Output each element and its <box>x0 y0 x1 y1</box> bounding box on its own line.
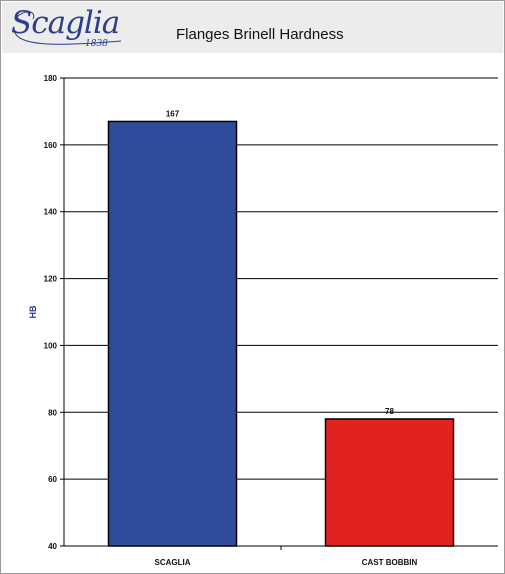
y-tick-label: 180 <box>44 74 58 83</box>
y-tick-label: 60 <box>48 475 57 484</box>
data-label: 167 <box>166 109 180 118</box>
x-category-label: CAST BOBBIN <box>362 558 418 567</box>
scaglia-logo: Scaglia 1838 <box>11 5 127 51</box>
y-tick-label: 140 <box>44 208 58 217</box>
logo-wordmark: Scaglia <box>11 5 120 41</box>
logo-year: 1838 <box>85 39 108 49</box>
y-axis-label: HB <box>28 305 38 318</box>
y-tick-label: 160 <box>44 141 58 150</box>
data-label: 78 <box>385 407 394 416</box>
bars <box>107 120 455 547</box>
y-tick-label: 40 <box>48 542 57 551</box>
y-tick-label: 100 <box>44 341 58 350</box>
y-tick-label: 120 <box>44 275 58 284</box>
y-axis-ticks: 40 60 80 100 120 140 160 180 <box>44 74 64 551</box>
bar-scaglia <box>107 120 238 547</box>
x-axis-categories: SCAGLIA CAST BOBBIN <box>155 558 418 567</box>
bar-cast-bobbin <box>324 418 455 547</box>
y-tick-label: 80 <box>48 408 57 417</box>
chart-title: Flanges Brinell Hardness <box>176 26 344 43</box>
logo-swash-graphic <box>14 11 122 45</box>
header-band <box>2 2 503 53</box>
x-category-label: SCAGLIA <box>155 558 191 567</box>
data-labels: 167 78 <box>166 109 395 416</box>
